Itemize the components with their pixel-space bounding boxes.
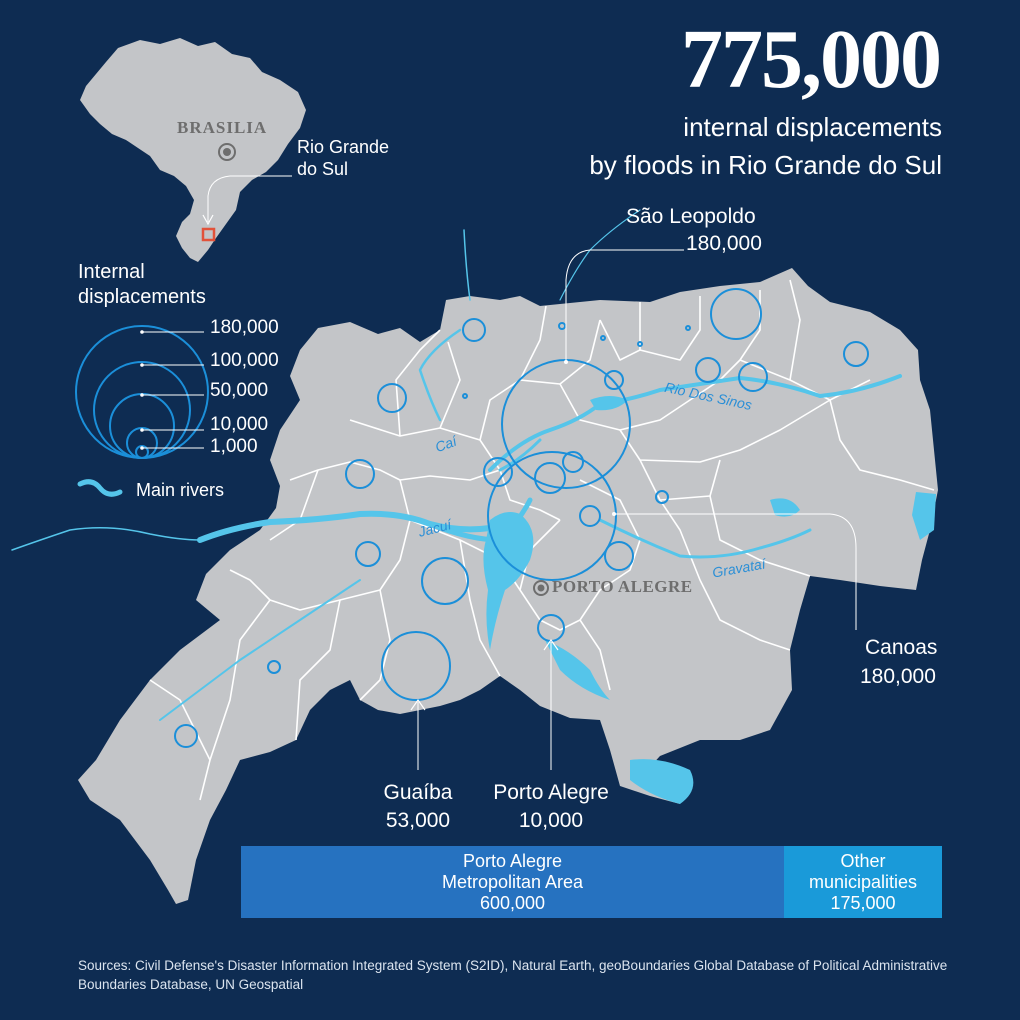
guaiba-name: Guaíba bbox=[383, 781, 453, 804]
other-municipalities-line-1: Other bbox=[840, 850, 886, 871]
displacement-circles bbox=[174, 288, 869, 748]
other-municipalities-value: 175,000 bbox=[830, 892, 896, 913]
total-displacements: 775,000 bbox=[681, 13, 942, 106]
other-municipalities-bar bbox=[784, 846, 942, 918]
other-municipalities-line-2: municipalities bbox=[808, 871, 918, 892]
legend-size-100000: 100,000 bbox=[210, 350, 279, 371]
porto-alegre-city-label: PORTO ALEGRE bbox=[552, 577, 693, 596]
metro-area-line-2: Metropolitan Area bbox=[441, 871, 584, 892]
legend-rivers-label: Main rivers bbox=[136, 480, 225, 500]
headline-line-1: internal displacements bbox=[683, 112, 942, 142]
headline-line-2: by floods in Rio Grande do Sul bbox=[589, 150, 942, 180]
legend-size-180000: 180,000 bbox=[210, 317, 279, 338]
sao-leopoldo-value: 180,000 bbox=[686, 232, 762, 255]
rivers bbox=[11, 209, 902, 721]
legend-title-line-2: displacements bbox=[78, 286, 206, 308]
state-label-line-1: Rio Grande bbox=[297, 137, 390, 157]
legend-size-1000: 1,000 bbox=[210, 436, 258, 457]
metro-area-label: Porto Alegre Metropolitan Area 600,000 bbox=[241, 846, 784, 918]
legend-river-icon bbox=[77, 479, 123, 497]
canoas-name: Canoas bbox=[865, 636, 938, 659]
callout-lines bbox=[417, 249, 857, 770]
canoas-circle bbox=[487, 451, 617, 581]
porto-alegre-value: 10,000 bbox=[518, 809, 584, 832]
metro-area-bar bbox=[241, 846, 784, 918]
guaiba-value: 53,000 bbox=[385, 809, 451, 832]
brasilia-marker bbox=[218, 143, 236, 161]
state-label-line-2: do Sul bbox=[297, 159, 349, 179]
other-municipalities-label: Other municipalities 175,000 bbox=[784, 846, 942, 918]
sao-leopoldo-name: São Leopoldo bbox=[626, 205, 756, 228]
metro-area-line-1: Porto Alegre bbox=[462, 850, 563, 871]
brazil-outline bbox=[80, 38, 306, 262]
sources-note: Sources: Civil Defense's Disaster Inform… bbox=[78, 958, 948, 992]
rio-grande-highlight bbox=[201, 227, 216, 242]
porto-alegre-name: Porto Alegre bbox=[493, 781, 609, 804]
legend-title-line-1: Internal bbox=[78, 261, 145, 283]
porto-alegre-marker bbox=[533, 580, 549, 596]
guaiba-circle bbox=[381, 631, 451, 701]
legend-size-10000: 10,000 bbox=[210, 414, 269, 435]
canoas-value: 180,000 bbox=[860, 665, 936, 688]
inset-pointer-line bbox=[207, 175, 292, 222]
legend-size-50000: 50,000 bbox=[210, 380, 269, 401]
brasilia-label: BRASILIA bbox=[177, 118, 268, 137]
metro-area-value: 600,000 bbox=[479, 892, 546, 913]
legend-leaders bbox=[142, 331, 204, 449]
legend-circles bbox=[75, 325, 209, 459]
